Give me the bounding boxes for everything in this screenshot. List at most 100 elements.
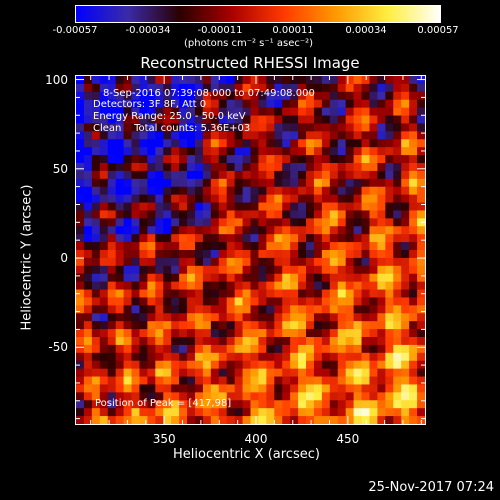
heatmap-cell (139, 99, 148, 109)
heatmap-cell (242, 297, 252, 306)
heatmap-cell (194, 297, 204, 306)
heatmap-cell (99, 147, 109, 156)
heatmap-cell (329, 76, 339, 85)
heatmap-cell (298, 250, 307, 259)
heatmap-cell (234, 115, 244, 125)
heatmap-cell (274, 131, 283, 140)
heatmap-cell (83, 218, 93, 227)
heatmap-cell (258, 107, 267, 117)
heatmap-cell (274, 178, 283, 188)
heatmap-cell (76, 210, 85, 219)
heatmap-cell (377, 210, 386, 219)
heatmap-cell (337, 352, 347, 362)
heatmap-cell (353, 289, 363, 299)
heatmap-cell (361, 289, 371, 299)
heatmap-cell (234, 83, 244, 93)
heatmap-cell (187, 186, 196, 196)
heatmap-cell (218, 265, 228, 275)
heatmap-cell (76, 416, 85, 425)
heatmap-cell (194, 257, 204, 267)
heatmap-cell (210, 226, 220, 235)
heatmap-cell (179, 408, 188, 417)
heatmap-cell (313, 226, 323, 235)
heatmap-cell (115, 178, 125, 188)
heatmap-cell (290, 257, 299, 267)
heatmap-cell (91, 178, 101, 188)
heatmap-cell (226, 392, 236, 401)
heatmap-cell (393, 305, 402, 314)
heatmap-cell (171, 352, 180, 362)
heatmap-cell (306, 186, 315, 196)
heatmap-cell (202, 234, 212, 243)
heatmap-cell (266, 281, 275, 291)
heatmap-cell (226, 321, 236, 330)
heatmap-cell (131, 305, 141, 314)
heatmap-cell (306, 139, 315, 148)
heatmap-cell (210, 265, 220, 275)
heatmap-cell (202, 329, 212, 338)
heatmap-cell (83, 408, 93, 417)
heatmap-cell (187, 76, 196, 85)
heatmap-cell (298, 178, 307, 188)
heatmap-cell (401, 408, 410, 417)
heatmap-cell (115, 186, 125, 196)
colorbar (75, 5, 441, 23)
heatmap-cell (369, 337, 379, 346)
heatmap-cell (187, 344, 196, 354)
heatmap-cell (250, 226, 260, 235)
heatmap-cell (147, 344, 156, 354)
heatmap-cell (234, 297, 244, 306)
heatmap-cell (83, 107, 93, 117)
heatmap-cell (361, 408, 371, 417)
heatmap-cell (369, 178, 379, 188)
heatmap-cell (401, 368, 410, 378)
heatmap-cell (187, 178, 196, 188)
heatmap-cell (337, 218, 347, 227)
heatmap-cell (242, 178, 252, 188)
heatmap-cell (139, 115, 148, 125)
heatmap-cell (313, 408, 323, 417)
heatmap-cell (393, 163, 402, 172)
heatmap-cell (369, 202, 379, 212)
heatmap-cell (155, 139, 164, 148)
heatmap-cell (345, 147, 355, 156)
heatmap-cell (155, 99, 164, 109)
heatmap-cell (123, 242, 133, 251)
heatmap-cell (385, 384, 394, 393)
heatmap-cell (139, 131, 148, 140)
heatmap-cell (242, 115, 252, 125)
heatmap-cell (282, 289, 291, 299)
heatmap-cell (115, 139, 125, 148)
heatmap-cell (401, 400, 410, 409)
heatmap-cell (321, 107, 331, 117)
heatmap-cell (210, 218, 220, 227)
x-axis-label: Heliocentric X (arcsec) (173, 447, 320, 462)
heatmap-cell (242, 392, 252, 401)
heatmap-cell (345, 392, 355, 401)
heatmap-cell (290, 384, 299, 393)
heatmap-cell (234, 147, 244, 156)
heatmap-cell (179, 83, 188, 93)
heatmap-cell (282, 281, 291, 291)
heatmap-cell (393, 360, 402, 370)
heatmap-cell (337, 131, 347, 140)
heatmap-cell (194, 321, 204, 330)
heatmap-cell (306, 178, 315, 188)
heatmap-cell (171, 99, 180, 109)
heatmap-cell (99, 400, 109, 409)
heatmap-cell (107, 281, 117, 291)
heatmap-cell (409, 344, 418, 354)
x-tick-label: 350 (152, 432, 176, 446)
heatmap-cell (123, 352, 133, 362)
heatmap-cell (361, 400, 371, 409)
heatmap-cell (179, 139, 188, 148)
heatmap-cell (218, 305, 228, 314)
heatmap-cell (258, 115, 267, 125)
heatmap-cell (83, 202, 93, 212)
heatmap-cell (401, 265, 410, 275)
heatmap-cell (210, 408, 220, 417)
heatmap-cell (345, 360, 355, 370)
heatmap-cell (266, 392, 275, 401)
heatmap-cell (409, 107, 418, 117)
heatmap-cell (417, 186, 426, 196)
